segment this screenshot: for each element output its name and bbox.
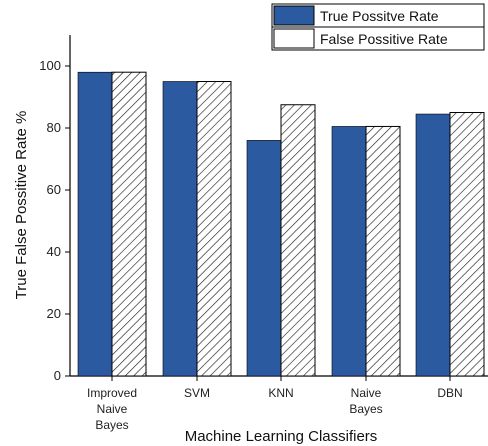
bar-false-positive [280, 104, 316, 377]
y-tick-label: 40 [47, 244, 61, 259]
bar-false-positive [111, 71, 147, 377]
bars-group [77, 71, 485, 377]
y-tick-label: 60 [47, 182, 61, 197]
bar-true-positive [246, 140, 282, 377]
legend-label-true-positive: True Possitve Rate [320, 8, 439, 24]
x-axis-title: Machine Learning Classifiers [185, 428, 378, 445]
legend: True Possitve Rate False Possitive Rate [271, 3, 485, 51]
legend-swatch-true-positive [273, 5, 315, 26]
x-tick-label: SVM [184, 386, 210, 400]
legend-swatch-false-positive [273, 28, 315, 49]
x-tick-label: Naive Bayes [349, 386, 382, 416]
bar-true-positive [331, 126, 367, 377]
y-tick-label: 0 [54, 368, 61, 383]
x-tick-labels: Improved Naive Bayes SVM KNN Naive Bayes DBN [87, 376, 463, 432]
y-tick-label: 100 [39, 58, 61, 73]
y-ticks: 0 20 40 60 80 100 [39, 58, 70, 383]
y-axis-title: True False Possitive Rate % [13, 111, 30, 300]
x-tick-label: Improved Naive Bayes [87, 386, 137, 432]
y-tick-label: 80 [47, 120, 61, 135]
bar-true-positive [415, 113, 451, 377]
x-tick-label: DBN [437, 386, 462, 400]
bar-false-positive [196, 81, 232, 377]
bar-false-positive [365, 125, 401, 377]
x-tick-label: KNN [268, 386, 293, 400]
bar-false-positive [449, 112, 485, 377]
bar-true-positive [77, 71, 113, 377]
legend-label-false-positive: False Possitive Rate [320, 31, 448, 47]
bar-true-positive [162, 81, 198, 377]
y-tick-label: 20 [47, 306, 61, 321]
